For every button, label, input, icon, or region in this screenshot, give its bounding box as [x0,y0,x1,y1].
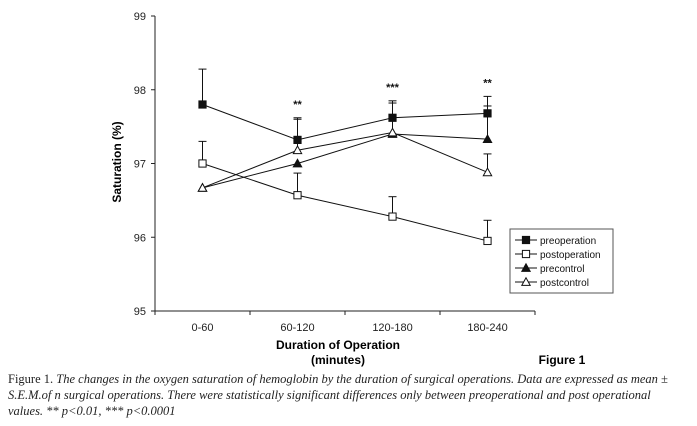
series-precontrol [197,105,493,192]
chart-legend: preoperation postoperation precontrol postc… [509,228,614,294]
x-tick-label: 0-60 [191,322,213,334]
chart-series: ***** ** [197,68,493,246]
caption-lead: Figure 1. [8,372,54,386]
legend-marker [521,249,531,259]
y-tick-label: 97 [134,159,146,171]
data-point [292,158,303,168]
legend-item-postoperation: postoperation [515,249,601,261]
chart-axes: 95 96 97 98 99 0-60 60-120 120-180 180-240 [134,11,536,334]
data-point [198,159,207,168]
data-point [197,182,208,192]
series-line [202,163,488,242]
x-tick-label: 60-120 [280,322,314,334]
figure-caption: Figure 1. The changes in the oxygen satu… [8,371,688,419]
series-line [202,132,488,189]
legend-label: postoperation [540,250,601,261]
series-line [202,133,488,189]
legend-label: precontrol [540,264,584,275]
x-axis-label: Duration of Operation [276,338,400,352]
legend-marker [520,262,532,272]
legend-label: preoperation [540,236,596,247]
legend-label: postcontrol [540,278,589,289]
data-point [293,191,302,200]
significance-marker: ** [293,99,302,111]
significance-marker: *** [386,82,400,94]
series-postcontrol [197,102,493,192]
data-point [292,144,303,155]
y-axis-label: Saturation (%) [110,121,124,202]
data-point [483,236,492,246]
x-tick-label: 180-240 [467,322,507,334]
legend-item-precontrol: precontrol [515,262,584,275]
y-tick-label: 98 [134,85,146,97]
y-tick-label: 99 [134,11,146,23]
data-point [198,100,207,109]
significance-marker: ** [483,77,492,89]
figure-label: Figure 1 [539,353,586,367]
x-tick-label: 120-180 [372,322,412,334]
data-point [482,133,493,144]
data-point [482,167,493,177]
legend-marker [521,235,531,245]
series-line [202,104,488,141]
y-tick-label: 95 [134,306,146,318]
x-axis-sublabel: (minutes) [311,353,365,367]
legend-item-preoperation: preoperation [515,235,596,247]
caption-text: The changes in the oxygen saturation of … [8,372,668,418]
data-point [387,127,398,137]
data-point [388,212,397,221]
legend-item-postcontrol: postcontrol [515,276,589,289]
series-postoperation [198,140,492,246]
legend-marker [520,276,532,286]
series-preoperation [198,68,492,145]
y-tick-label: 96 [134,232,146,244]
